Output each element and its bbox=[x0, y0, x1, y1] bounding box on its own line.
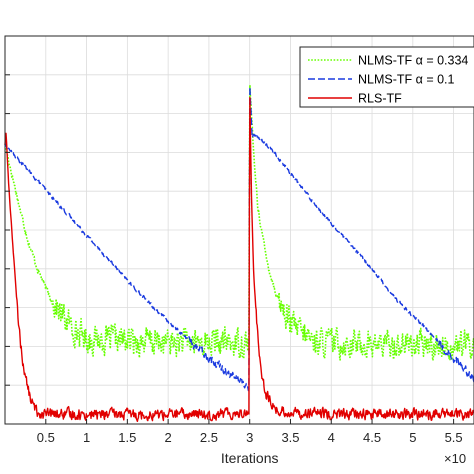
x-axis-label: Iterations bbox=[221, 450, 279, 466]
x-axis: 0.5 1 1.5 2 2.5 3 3.5 4 4.5 5 5.5 bbox=[5, 74, 463, 445]
x-tick-label: 0.5 bbox=[37, 430, 55, 445]
x-tick-label: 4 bbox=[328, 430, 335, 445]
series-line-3 bbox=[4, 96, 474, 422]
series-line-2 bbox=[4, 85, 474, 392]
x-axis-exponent: ×10 bbox=[444, 451, 466, 466]
x-tick-label: 1 bbox=[83, 430, 90, 445]
series-layer bbox=[4, 84, 474, 422]
x-tick-label: 3 bbox=[246, 430, 253, 445]
legend-label: NLMS-TF α = 0.1 bbox=[358, 73, 455, 87]
x-tick-label: 3.5 bbox=[281, 430, 299, 445]
legend-label: NLMS-TF α = 0.334 bbox=[358, 54, 468, 68]
legend-box bbox=[299, 46, 474, 108]
x-tick-label: 4.5 bbox=[363, 430, 381, 445]
x-tick-label: 1.5 bbox=[118, 430, 136, 445]
series-line-1 bbox=[4, 84, 474, 362]
x-tick-label: 2.5 bbox=[200, 430, 218, 445]
legend: NLMS-TF α = 0.334 NLMS-TF α = 0.1 RLS-TF bbox=[299, 46, 474, 108]
legend-label: RLS-TF bbox=[358, 92, 402, 106]
x-tick-label: 2 bbox=[165, 430, 172, 445]
x-tick-label: 5.5 bbox=[445, 430, 463, 445]
x-tick-label: 5 bbox=[409, 430, 416, 445]
